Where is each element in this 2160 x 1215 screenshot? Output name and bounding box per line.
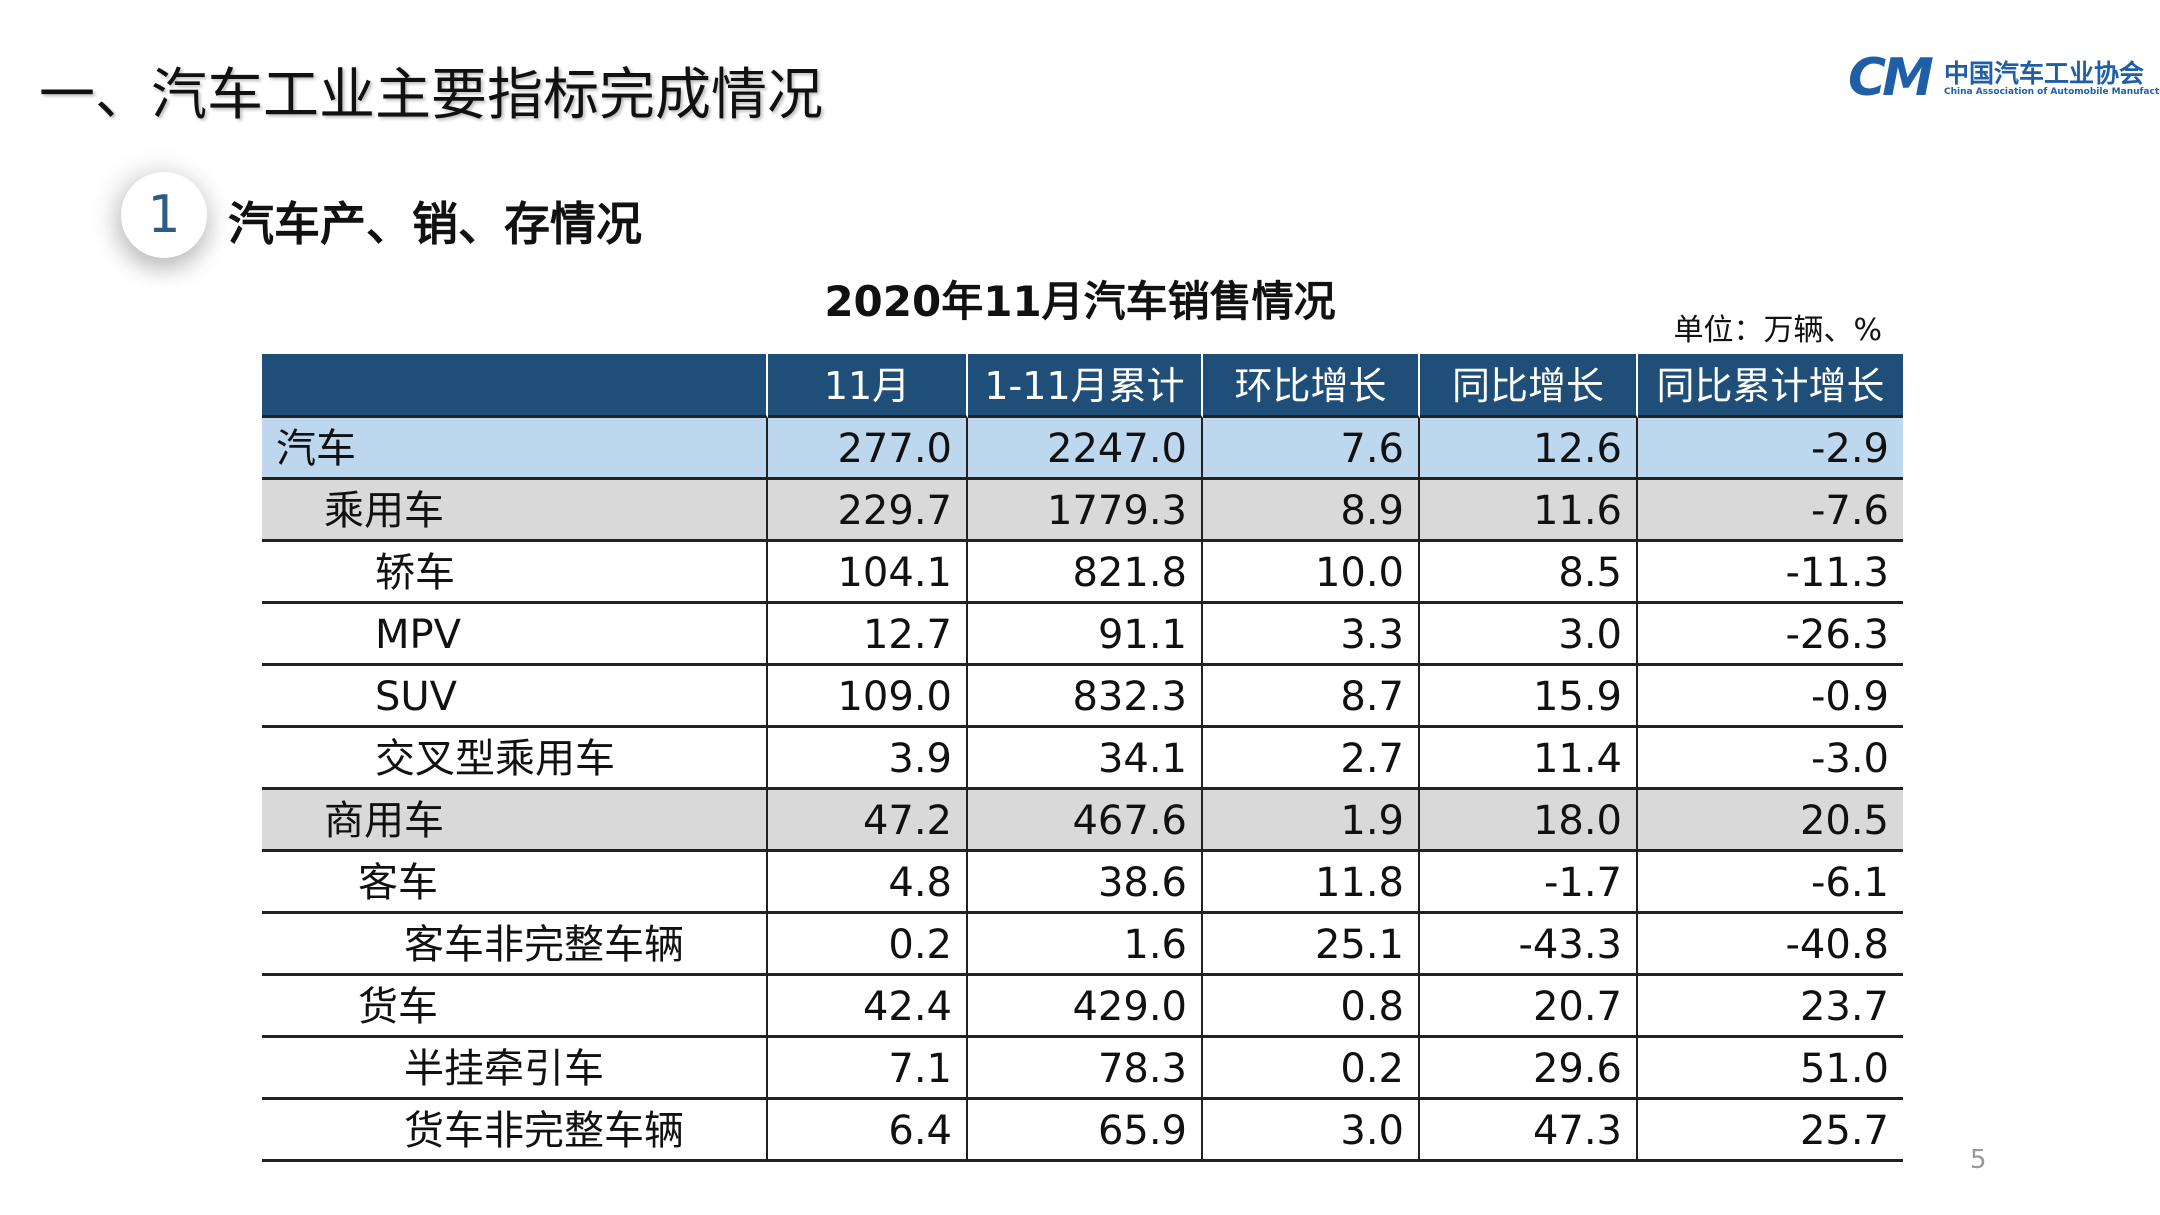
table-cell: 3.9 [768,728,968,790]
page-number: 5 [1970,1145,1987,1175]
table-cell: 20.7 [1420,976,1638,1038]
table-cell: 23.7 [1638,976,1903,1038]
table-cell: -1.7 [1420,852,1638,914]
table-cell: 6.4 [768,1100,968,1162]
table-cell: 1779.3 [968,480,1203,542]
table-cell: 15.9 [1420,666,1638,728]
table-cell: 3.0 [1203,1100,1420,1162]
section-title: 汽车产、销、存情况 [228,197,642,251]
row-label: 交叉型乘用车 [262,728,768,790]
table-cell: 25.7 [1638,1100,1903,1162]
table-cell: 832.3 [968,666,1203,728]
table-cell: 8.9 [1203,480,1420,542]
row-label: 货车非完整车辆 [262,1100,768,1162]
table-cell: 7.1 [768,1038,968,1100]
table-cell: 47.2 [768,790,968,852]
row-label: 乘用车 [262,480,768,542]
table-cell: 104.1 [768,542,968,604]
row-label: 客车非完整车辆 [262,914,768,976]
table-cell: 7.6 [1203,418,1420,480]
table-cell: 4.8 [768,852,968,914]
table-cell: -43.3 [1420,914,1638,976]
table-cell: 1.6 [968,914,1203,976]
table-cell: 2.7 [1203,728,1420,790]
table-cell: 3.0 [1420,604,1638,666]
table-cell: -0.9 [1638,666,1903,728]
table-cell: 42.4 [768,976,968,1038]
table-cell: 277.0 [768,418,968,480]
table-cell: -40.8 [1638,914,1903,976]
table-cell: 3.3 [1203,604,1420,666]
column-header: 11月 [768,354,968,418]
table-cell: 12.6 [1420,418,1638,480]
section-number: 1 [121,172,207,258]
table-cell: 0.8 [1203,976,1420,1038]
table-cell: 11.4 [1420,728,1638,790]
table-cell: 18.0 [1420,790,1638,852]
table-cell: 1.9 [1203,790,1420,852]
column-header: 环比增长 [1203,354,1420,418]
logo-name-en: China Association of Automobile Manufact… [1944,87,2160,97]
table-cell: 429.0 [968,976,1203,1038]
table-cell: 91.1 [968,604,1203,666]
table-cell: 11.6 [1420,480,1638,542]
table-unit: 单位：万辆、% [1673,313,1882,348]
table-cell: 65.9 [968,1100,1203,1162]
table-cell: -6.1 [1638,852,1903,914]
row-label: 货车 [262,976,768,1038]
row-label: 轿车 [262,542,768,604]
row-label: 半挂牵引车 [262,1038,768,1100]
table-cell: 821.8 [968,542,1203,604]
table-cell: -11.3 [1638,542,1903,604]
row-label: 客车 [262,852,768,914]
column-header: 同比增长 [1420,354,1638,418]
row-label: 商用车 [262,790,768,852]
logo-name-cn: 中国汽车工业协会 [1944,59,2145,88]
table-cell: -2.9 [1638,418,1903,480]
table-cell: -7.6 [1638,480,1903,542]
table-cell: 38.6 [968,852,1203,914]
table-cell: 29.6 [1420,1038,1638,1100]
column-header: 1-11月累计 [968,354,1203,418]
row-label: SUV [262,666,768,728]
table-cell: 8.5 [1420,542,1638,604]
table-cell: 467.6 [968,790,1203,852]
table-cell: 109.0 [768,666,968,728]
row-label: MPV [262,604,768,666]
table-cell: 8.7 [1203,666,1420,728]
table-cell: -26.3 [1638,604,1903,666]
table-cell: 78.3 [968,1038,1203,1100]
column-header [262,354,768,418]
table-cell: 47.3 [1420,1100,1638,1162]
column-header: 同比累计增长 [1638,354,1903,418]
page-title: 一、汽车工业主要指标完成情况 [39,63,823,128]
table-cell: 34.1 [968,728,1203,790]
table-cell: 0.2 [768,914,968,976]
table-cell: 0.2 [1203,1038,1420,1100]
table-cell: 51.0 [1638,1038,1903,1100]
table-cell: 20.5 [1638,790,1903,852]
table-cell: 12.7 [768,604,968,666]
table-cell: 229.7 [768,480,968,542]
logo-mark: CM [1848,48,1934,108]
table-cell: 11.8 [1203,852,1420,914]
table-cell: 10.0 [1203,542,1420,604]
row-label: 汽车 [262,418,768,480]
table-cell: 25.1 [1203,914,1420,976]
table-cell: 2247.0 [968,418,1203,480]
table-cell: -3.0 [1638,728,1903,790]
table-title: 2020年11月汽车销售情况 [824,277,1336,326]
